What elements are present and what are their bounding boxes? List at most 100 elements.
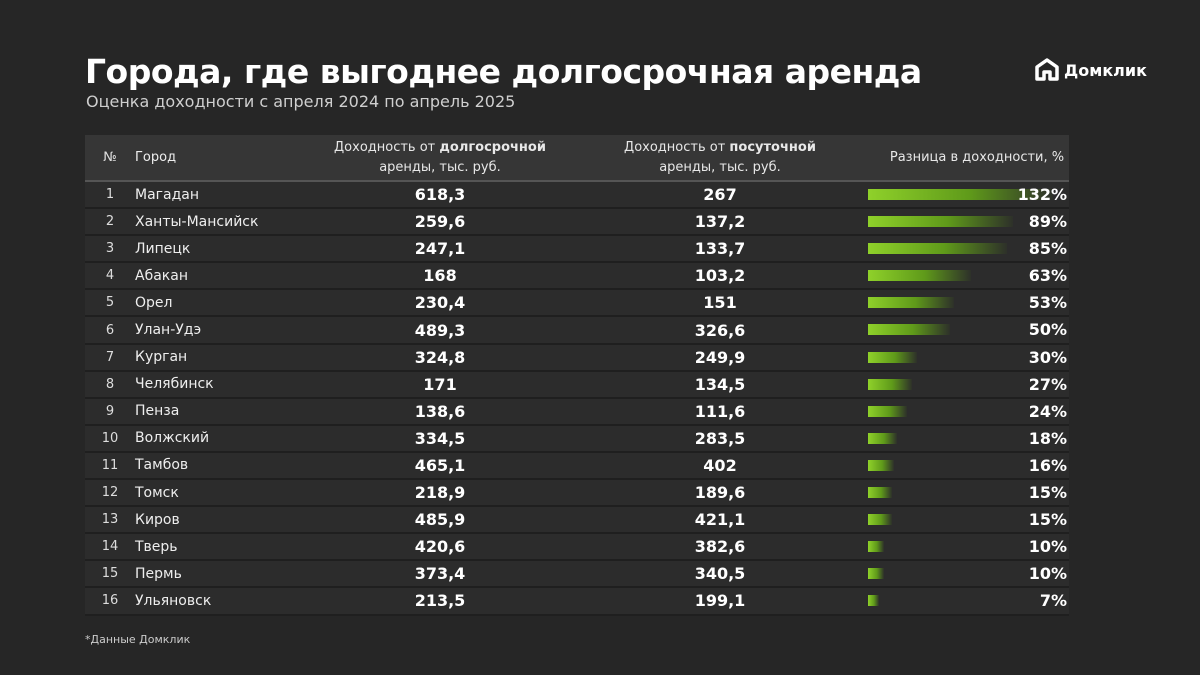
row-number: 2: [105, 214, 115, 230]
difference-bar: [868, 568, 885, 580]
table-header: № Город Доходность от долгосрочной аренды…: [85, 135, 1069, 182]
difference-cell: 24%: [868, 399, 1069, 424]
difference-cell: 30%: [868, 345, 1069, 370]
difference-cell: 7%: [868, 588, 1069, 613]
difference-cell: 15%: [868, 507, 1069, 532]
table-row: 12 Томск 218,9 189,6 15%: [85, 480, 1069, 508]
difference-bar: [868, 595, 880, 607]
difference-cell: 63%: [868, 263, 1069, 288]
city-name: Томск: [135, 484, 179, 501]
difference-bar: [868, 216, 1014, 228]
row-number: 3: [105, 241, 115, 257]
long-term-yield: 168: [423, 266, 457, 286]
header-daily: Доходность от посуточной аренды, тыс. руб…: [555, 138, 885, 178]
difference-cell: 89%: [868, 209, 1069, 234]
city-name: Магадан: [135, 186, 200, 203]
difference-cell: 53%: [868, 290, 1069, 315]
city-name: Курган: [135, 349, 188, 366]
difference-label: 24%: [1028, 401, 1067, 421]
daily-yield: 340,5: [694, 564, 746, 584]
long-term-yield: 420,6: [414, 537, 466, 557]
city-name: Орел: [135, 294, 173, 311]
table-row: 9 Пенза 138,6 111,6 24%: [85, 399, 1069, 426]
header-day-post: аренды, тыс. руб.: [659, 159, 781, 175]
row-number: 10: [101, 430, 119, 446]
domclick-logo: Домклик: [1035, 58, 1147, 82]
daily-yield: 249,9: [694, 347, 746, 367]
table-row: 4 Абакан 168 103,2 63%: [85, 263, 1069, 291]
house-icon: [1035, 58, 1059, 81]
header-day-pre: Доходность от: [624, 139, 730, 155]
difference-label: 10%: [1028, 564, 1067, 584]
long-term-yield: 230,4: [414, 293, 466, 313]
difference-bar: [868, 459, 895, 471]
city-name: Пермь: [135, 565, 182, 582]
difference-label: 18%: [1028, 428, 1067, 448]
table-row: 2 Ханты-Мансийск 259,6 137,2 89%: [85, 209, 1069, 237]
long-term-yield: 618,3: [414, 185, 466, 205]
city-name: Челябинск: [135, 376, 214, 393]
difference-cell: 10%: [868, 534, 1069, 559]
row-number: 8: [105, 376, 115, 392]
city-name: Абакан: [135, 267, 188, 284]
header-difference: Разница в доходности, %: [889, 150, 1065, 165]
table-row: 16 Ульяновск 213,5 199,1 7%: [85, 588, 1069, 616]
header-city: Город: [135, 150, 177, 165]
city-name: Ульяновск: [135, 592, 212, 609]
rental-yield-table: № Город Доходность от долгосрочной аренды…: [85, 135, 1069, 616]
difference-cell: 50%: [868, 317, 1069, 342]
table-row: 5 Орел 230,4 151 53%: [85, 290, 1069, 318]
header-number: №: [103, 150, 117, 165]
difference-label: 50%: [1028, 320, 1067, 340]
row-number: 14: [101, 539, 119, 555]
table-row: 11 Тамбов 465,1 402 16%: [85, 453, 1069, 481]
row-number: 5: [105, 295, 115, 311]
difference-bar: [868, 514, 893, 526]
daily-yield: 421,1: [694, 510, 746, 530]
difference-bar: [868, 378, 912, 390]
difference-label: 85%: [1028, 239, 1067, 259]
difference-cell: 27%: [868, 372, 1069, 397]
row-number: 11: [101, 457, 119, 473]
difference-label: 30%: [1028, 347, 1067, 367]
city-name: Киров: [135, 511, 180, 528]
daily-yield: 137,2: [694, 212, 746, 232]
table-row: 1 Магадан 618,3 267 132%: [85, 182, 1069, 210]
difference-label: 10%: [1028, 537, 1067, 557]
long-term-yield: 213,5: [414, 591, 466, 611]
long-term-yield: 218,9: [414, 483, 466, 503]
difference-bar: [868, 270, 971, 282]
daily-yield: 283,5: [694, 428, 746, 448]
city-name: Волжский: [135, 430, 210, 447]
header-long-pre: Доходность от: [334, 139, 440, 155]
difference-label: 15%: [1028, 483, 1067, 503]
long-term-yield: 465,1: [414, 455, 466, 475]
daily-yield: 111,6: [694, 401, 746, 421]
daily-yield: 189,6: [694, 483, 746, 503]
daily-yield: 199,1: [694, 591, 746, 611]
table-row: 3 Липецк 247,1 133,7 85%: [85, 236, 1069, 264]
header-long-bold: долгосрочной: [439, 139, 546, 155]
difference-label: 63%: [1028, 266, 1067, 286]
difference-bar: [868, 351, 917, 363]
difference-label: 132%: [1017, 185, 1067, 204]
table-row: 14 Тверь 420,6 382,6 10%: [85, 534, 1069, 562]
long-term-yield: 373,4: [414, 564, 466, 584]
logo-text: Домклик: [1064, 60, 1147, 80]
row-number: 6: [105, 322, 115, 338]
city-name: Пенза: [135, 403, 180, 420]
difference-bar: [868, 487, 893, 499]
header-day-bold: посуточной: [729, 139, 816, 155]
difference-bar: [868, 324, 950, 336]
long-term-yield: 489,3: [414, 320, 466, 340]
table-row: 10 Волжский 334,5 283,5 18%: [85, 426, 1069, 453]
daily-yield: 402: [703, 455, 737, 475]
difference-cell: 10%: [868, 561, 1069, 586]
table-row: 15 Пермь 373,4 340,5 10%: [85, 561, 1069, 589]
long-term-yield: 171: [423, 374, 457, 394]
page-title: Города, где выгоднее долгосрочная аренда: [85, 52, 922, 91]
daily-yield: 326,6: [694, 320, 746, 340]
long-term-yield: 324,8: [414, 347, 466, 367]
long-term-yield: 334,5: [414, 428, 466, 448]
difference-bar: [868, 405, 908, 417]
